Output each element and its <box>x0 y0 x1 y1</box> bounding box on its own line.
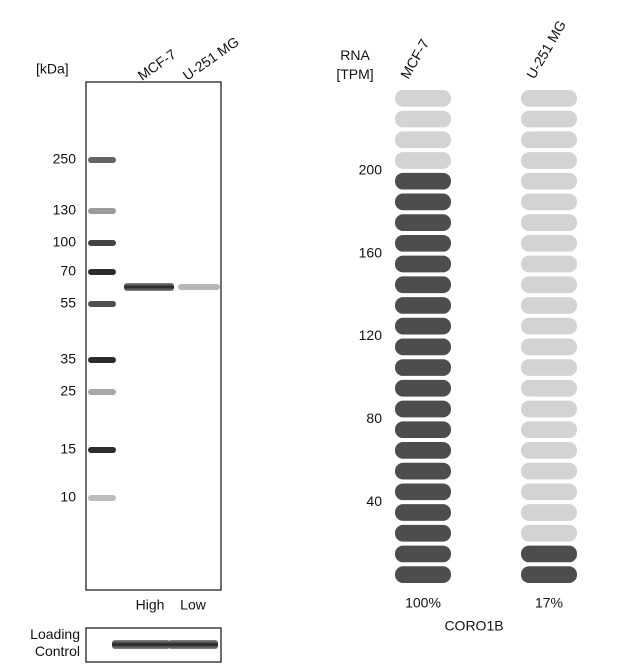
pill <box>395 566 451 583</box>
pill <box>395 234 451 252</box>
rna-bar <box>395 90 451 583</box>
pill <box>521 524 577 542</box>
marker-label: 70 <box>60 263 76 279</box>
pill <box>395 172 451 190</box>
pill <box>521 483 577 501</box>
pill <box>395 152 451 169</box>
pill <box>521 379 577 397</box>
marker-label: 100 <box>53 234 77 250</box>
pill <box>395 255 451 273</box>
marker-band <box>88 301 116 307</box>
marker-label: 15 <box>60 441 76 457</box>
marker-label: 10 <box>60 489 76 505</box>
level-label: Low <box>180 597 207 613</box>
percent-label: 17% <box>535 595 563 611</box>
pill <box>521 255 577 273</box>
pill <box>521 442 577 459</box>
pill <box>395 338 451 356</box>
marker-label: 35 <box>60 351 76 367</box>
loading-band <box>168 640 218 649</box>
pill <box>521 172 577 190</box>
rna-bar <box>521 90 577 583</box>
kda-label: [kDa] <box>36 61 69 77</box>
pill <box>521 214 577 231</box>
loading-band <box>112 640 170 649</box>
lane-label: MCF-7 <box>135 46 179 84</box>
pill <box>521 545 577 563</box>
lane-label: U-251 MG <box>180 33 242 83</box>
rna-label-box: RNA [TPM] <box>336 47 374 82</box>
pill <box>395 545 451 563</box>
sample-label: U-251 MG <box>523 17 569 81</box>
pill <box>521 359 577 376</box>
marker-band <box>88 269 116 275</box>
y-tick-label: 40 <box>366 493 382 509</box>
marker-label: 130 <box>53 202 77 218</box>
marker-band <box>88 208 116 214</box>
pill <box>521 131 577 149</box>
marker-label: 25 <box>60 383 76 399</box>
marker-band <box>88 389 116 395</box>
percent-label: 100% <box>405 595 441 611</box>
pill <box>521 276 577 294</box>
pill <box>395 462 451 480</box>
loading-label-box: Loading Control <box>30 626 80 659</box>
pill <box>395 131 451 149</box>
pill <box>521 152 577 169</box>
loading-label: Loading Control <box>30 626 80 659</box>
pill <box>521 400 577 418</box>
pill <box>395 400 451 418</box>
sample-label: MCF-7 <box>397 36 432 81</box>
blot-frame <box>85 81 222 591</box>
pill <box>395 359 451 376</box>
pill <box>395 110 451 128</box>
y-tick-label: 200 <box>359 162 383 178</box>
pill <box>521 193 577 211</box>
y-tick-label: 120 <box>359 327 383 343</box>
pill <box>395 276 451 294</box>
sample-band <box>124 283 174 291</box>
marker-band <box>88 157 116 163</box>
pill <box>521 297 577 314</box>
marker-band <box>88 357 116 363</box>
marker-band <box>88 495 116 501</box>
pill <box>521 338 577 356</box>
sample-band <box>178 284 220 290</box>
pill <box>521 462 577 480</box>
pill <box>395 442 451 459</box>
pill <box>395 504 451 521</box>
marker-label: 250 <box>53 151 77 167</box>
marker-band <box>88 447 116 453</box>
pill <box>521 421 577 439</box>
pill <box>395 214 451 231</box>
pill <box>395 483 451 501</box>
pill <box>521 90 577 107</box>
gene-label: CORO1B <box>444 618 503 634</box>
pill <box>395 90 451 107</box>
pill <box>395 524 451 542</box>
rna-label: RNA [TPM] <box>336 47 374 82</box>
pill <box>521 317 577 335</box>
y-tick-label: 160 <box>359 244 383 260</box>
pill <box>395 421 451 439</box>
marker-band <box>88 240 116 246</box>
pill <box>395 297 451 314</box>
pill <box>395 317 451 335</box>
pill <box>521 110 577 128</box>
marker-label: 55 <box>60 295 76 311</box>
y-tick-label: 80 <box>366 410 382 426</box>
pill <box>521 504 577 521</box>
pill <box>395 379 451 397</box>
pill <box>395 193 451 211</box>
pill <box>521 234 577 252</box>
level-label: High <box>136 597 165 613</box>
pill <box>521 566 577 583</box>
